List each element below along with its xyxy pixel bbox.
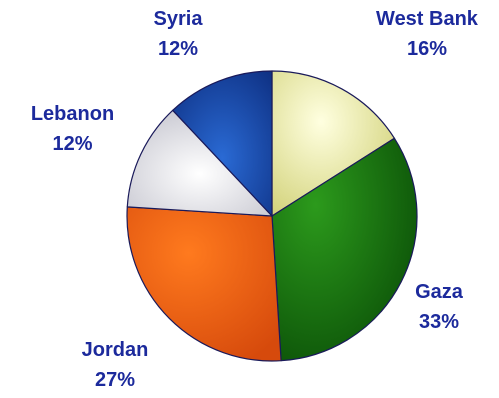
slice-label-jordan-value: 27% <box>94 369 136 391</box>
slice-label-west-bank-value: 16% <box>406 38 448 60</box>
slice-label-lebanon: Lebanon 12% <box>10 99 135 159</box>
slice-label-syria: Syria 12% <box>128 4 228 64</box>
pie-slice-syria <box>172 70 273 217</box>
slice-label-lebanon-value: 12% <box>52 133 93 155</box>
slice-label-syria-name: Syria <box>153 8 203 30</box>
slice-label-west-bank-name: West Bank <box>376 8 478 30</box>
pie-slice-gaza <box>271 137 418 362</box>
pie-slice-west-bank <box>271 70 396 217</box>
slice-label-gaza: Gaza 33% <box>404 277 474 337</box>
pie-slice-lebanon <box>126 109 273 217</box>
slice-label-jordan: Jordan 27% <box>60 335 170 395</box>
slice-label-syria-value: 12% <box>157 38 199 60</box>
pie-slice-jordan <box>126 206 282 362</box>
slice-label-jordan-name: Jordan <box>81 339 149 361</box>
slice-label-gaza-value: 33% <box>418 311 460 333</box>
slice-label-gaza-name: Gaza <box>415 281 463 303</box>
pie-slices <box>126 70 418 362</box>
slice-label-lebanon-name: Lebanon <box>30 103 115 125</box>
slice-label-west-bank: West Bank 16% <box>352 4 499 64</box>
